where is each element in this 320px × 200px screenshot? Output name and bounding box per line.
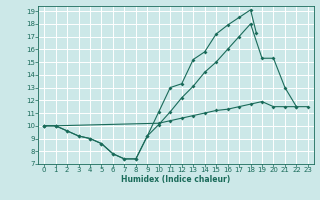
X-axis label: Humidex (Indice chaleur): Humidex (Indice chaleur) — [121, 175, 231, 184]
